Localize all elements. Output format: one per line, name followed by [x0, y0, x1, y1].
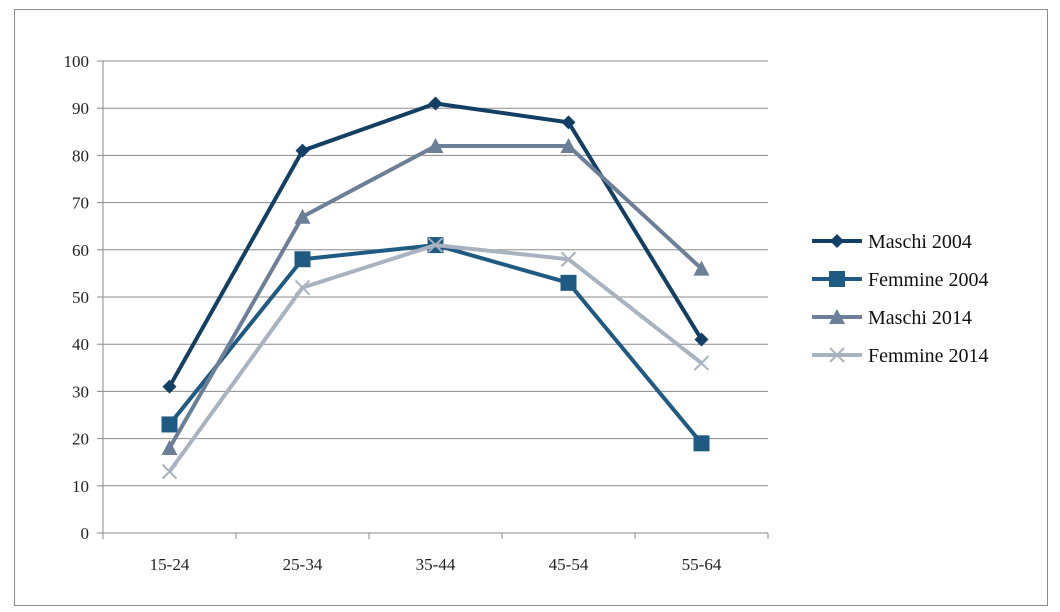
- y-tick-label: 20: [72, 430, 89, 449]
- y-tick-label: 60: [72, 241, 89, 260]
- y-tick-label: 40: [72, 335, 89, 354]
- triangle-marker: [693, 260, 710, 276]
- x-marker: [427, 237, 444, 253]
- series-line: [167, 243, 703, 473]
- x-marker: [829, 347, 845, 363]
- x-marker: [294, 279, 311, 296]
- y-tick-label: 70: [72, 194, 89, 213]
- triangle-marker: [560, 137, 577, 153]
- square-marker: [560, 274, 577, 291]
- axes: [97, 60, 769, 539]
- x-tick-labels: 15-24 25-34 35-44 45-54 55-64: [150, 555, 722, 574]
- diamond-marker: [830, 234, 844, 248]
- legend-item: Maschi 2004: [812, 231, 972, 253]
- legend-item: Maschi 2014: [812, 307, 972, 329]
- y-tick-label: 80: [72, 146, 89, 165]
- triangle-marker: [427, 137, 444, 153]
- triangle-marker: [161, 440, 178, 456]
- x-marker: [161, 463, 178, 480]
- series-0: [162, 96, 709, 394]
- legend-label: Femmine 2014: [868, 345, 989, 367]
- y-tick-label: 90: [72, 99, 89, 118]
- x-tick-label: 15-24: [150, 555, 190, 574]
- x-tick-label: 35-44: [416, 555, 456, 574]
- diamond-marker: [295, 143, 310, 158]
- x-marker: [693, 355, 710, 371]
- legend-label: Maschi 2014: [868, 307, 972, 329]
- y-tick-label: 50: [72, 288, 89, 307]
- legend-label: Femmine 2004: [868, 269, 989, 291]
- x-tick-label: 25-34: [283, 555, 323, 574]
- triangle-marker: [829, 309, 845, 324]
- legend: Maschi 2004 Femmine 2004 Maschi 2014 Femmin…: [812, 231, 989, 367]
- square-marker: [161, 416, 178, 433]
- square-marker: [693, 435, 710, 452]
- legend-label: Maschi 2004: [868, 231, 972, 253]
- x-tick-label: 55-64: [682, 555, 722, 574]
- y-tick-label: 0: [81, 524, 90, 543]
- y-tick-label: 30: [72, 382, 89, 401]
- legend-item: Femmine 2014: [812, 345, 989, 367]
- diamond-marker: [694, 332, 709, 347]
- x-tick-label: 45-54: [549, 555, 589, 574]
- x-marker: [560, 251, 577, 267]
- diamond-marker: [428, 96, 443, 111]
- series-group: [161, 96, 710, 480]
- series-2: [161, 137, 710, 456]
- grid-lines: [103, 60, 768, 487]
- y-tick-labels: 0 10 20 30 40 50 60 70 80 90 100: [64, 52, 90, 543]
- diamond-marker: [162, 379, 177, 394]
- square-marker: [294, 251, 311, 268]
- triangle-marker: [294, 208, 311, 224]
- y-tick-label: 10: [72, 477, 89, 496]
- square-marker: [829, 271, 845, 287]
- y-tick-label: 100: [64, 52, 90, 71]
- diamond-marker: [561, 115, 576, 130]
- legend-item: Femmine 2004: [812, 269, 989, 291]
- series-3: [161, 237, 710, 480]
